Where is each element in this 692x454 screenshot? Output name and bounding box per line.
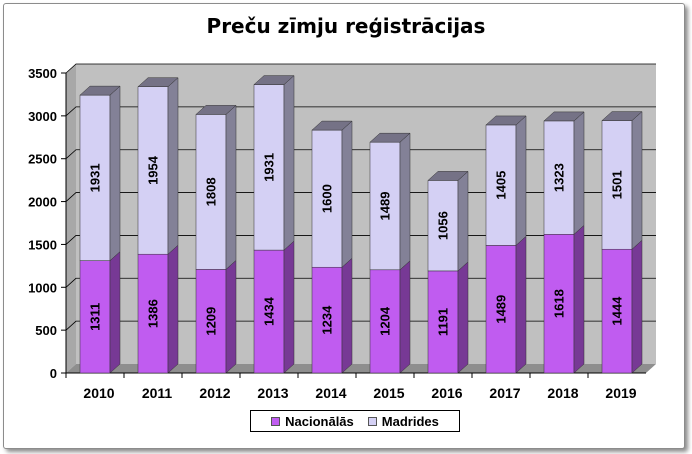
bar-madrides-side: [283, 75, 295, 251]
bar-madrides: [253, 84, 285, 251]
bar-madrides-side: [399, 132, 411, 271]
bar-madrides-top: [427, 171, 469, 181]
bar-madrides-side: [167, 77, 179, 255]
bar-madrides-top: [311, 120, 353, 131]
bar-nacionalas: [253, 249, 285, 374]
bar-madrides: [137, 86, 169, 255]
legend-item-nacionalas: Nacionālās: [271, 414, 354, 429]
data-label: 1600: [320, 184, 335, 213]
data-label: 1323: [552, 163, 567, 192]
bar-madrides: [369, 141, 401, 271]
bar-madrides-top: [253, 75, 295, 85]
bar-nacionalas-side: [515, 235, 527, 374]
bar-nacionalas: [485, 245, 517, 374]
y-tick-label: 3500: [28, 66, 57, 81]
x-tick-label: 2011: [142, 385, 173, 401]
bar-madrides-top: [79, 85, 121, 96]
bar-madrides-top: [137, 77, 179, 87]
x-tick-label: 2015: [373, 385, 404, 401]
y-tick-label: 2500: [28, 152, 57, 167]
bar-nacionalas-side: [109, 251, 121, 374]
bar-nacionalas: [195, 269, 227, 374]
x-tick-label: 2018: [547, 385, 578, 401]
bar-nacionalas-side: [457, 261, 469, 374]
bar-madrides: [311, 129, 343, 268]
x-tick-label: 2019: [605, 385, 636, 401]
bar-madrides-side: [225, 104, 237, 270]
bar-madrides-side: [573, 111, 585, 235]
data-label: 1954: [146, 155, 161, 185]
bar-madrides-side: [515, 115, 527, 246]
gridline: [65, 106, 656, 117]
data-label: 1931: [88, 163, 103, 192]
data-label: 1209: [204, 307, 219, 336]
legend-label-madrides: Madrides: [381, 413, 439, 429]
x-tick-label: 2017: [489, 385, 520, 401]
legend-swatch-madrides: [367, 416, 377, 426]
data-label: 1386: [146, 299, 161, 328]
x-tick-label: 2012: [199, 385, 230, 401]
y-tick-label: 1500: [28, 237, 57, 252]
y-tick-label: 3000: [28, 109, 57, 124]
bar-madrides: [543, 120, 575, 235]
y-tick-label: 500: [35, 323, 57, 338]
data-label: 1501: [610, 170, 625, 199]
gridline: [65, 149, 656, 160]
gridline: [65, 63, 656, 74]
chart-title: Preču zīmju reģistrācijas: [206, 14, 486, 38]
data-label: 1444: [610, 296, 625, 326]
bar-nacionalas-side: [573, 224, 585, 374]
bar-madrides-side: [457, 170, 469, 272]
data-label: 1618: [552, 289, 567, 318]
data-label: 1808: [204, 177, 219, 206]
legend-item-madrides: Madrides: [367, 413, 439, 429]
bar-nacionalas-side: [399, 260, 411, 374]
bar-madrides-side: [631, 111, 643, 250]
data-label: 1405: [494, 171, 509, 200]
data-label: 1311: [88, 303, 103, 331]
bar-madrides-side: [109, 85, 121, 262]
data-label: 1191: [436, 308, 451, 336]
bar-madrides-side: [341, 120, 353, 268]
bar-nacionalas-side: [341, 257, 353, 374]
bar-nacionalas: [427, 270, 459, 374]
bar-nacionalas: [369, 269, 401, 374]
data-label: 1204: [378, 306, 393, 336]
bar-madrides-top: [485, 115, 527, 126]
bar-nacionalas: [79, 260, 111, 374]
data-label: 1489: [378, 192, 393, 221]
data-label: 1056: [436, 211, 451, 240]
y-tick-label: 2000: [28, 195, 57, 210]
bar-nacionalas: [543, 234, 575, 374]
bar-madrides: [427, 180, 459, 272]
bar-nacionalas-side: [631, 239, 643, 374]
bar-madrides-top: [369, 132, 411, 143]
x-tick-label: 2016: [431, 385, 462, 401]
x-tick-label: 2010: [83, 385, 114, 401]
y-tick-label: 0: [50, 366, 57, 381]
plot-side-wall: [66, 64, 76, 373]
bar-madrides-top: [601, 111, 643, 121]
bar-madrides-top: [195, 105, 237, 115]
data-label: 1489: [494, 295, 509, 324]
bar-nacionalas: [311, 266, 343, 374]
legend: Nacionālās Madrides: [250, 410, 460, 432]
data-label: 1434: [262, 296, 277, 326]
data-label: 1931: [262, 153, 277, 182]
bar-madrides-top: [543, 111, 585, 122]
bar-nacionalas-side: [283, 240, 295, 374]
y-tick-label: 1000: [28, 280, 57, 295]
x-tick-label: 2013: [257, 385, 288, 401]
bar-nacionalas-side: [167, 244, 179, 374]
bar-nacionalas-side: [225, 259, 237, 374]
legend-swatch-nacionalas: [271, 416, 281, 426]
bar-madrides: [195, 114, 227, 270]
x-tick-label: 2014: [315, 385, 346, 401]
data-label: 1234: [320, 305, 335, 335]
legend-label-nacionalas: Nacionālās: [285, 413, 354, 429]
